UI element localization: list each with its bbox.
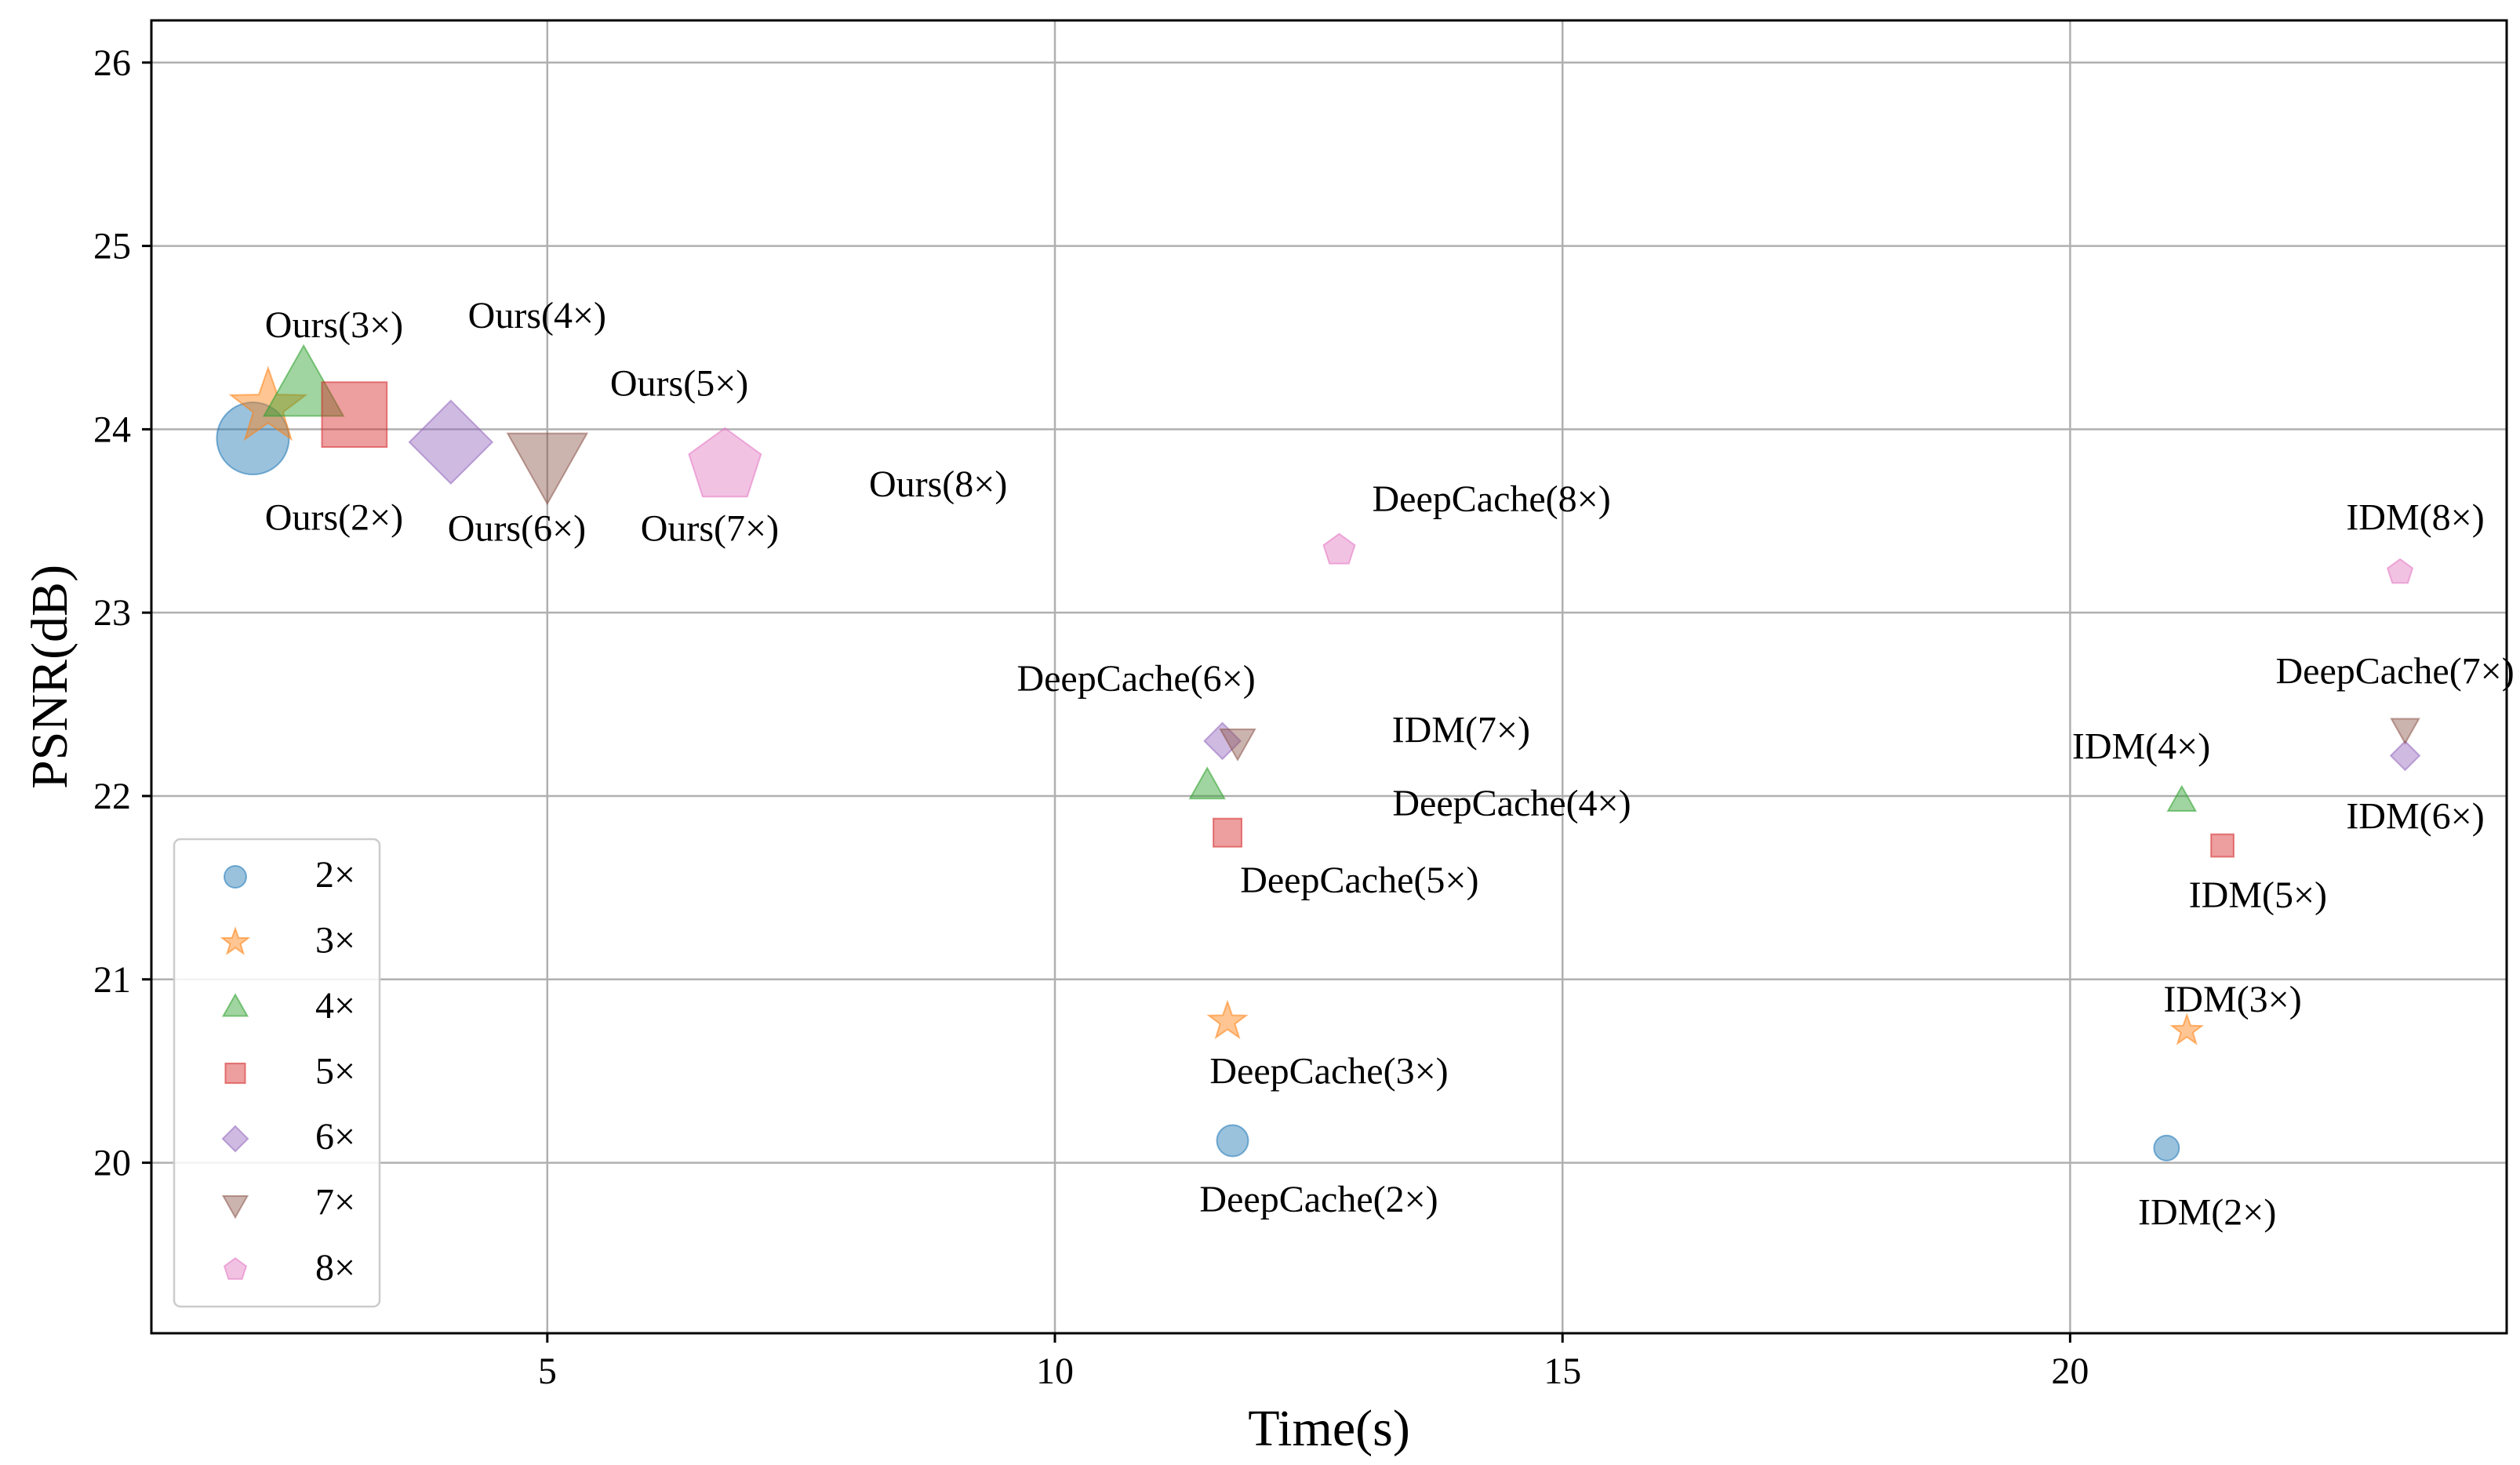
legend-label-5x: 5×	[315, 1051, 355, 1092]
marker-idm-7x	[2390, 718, 2420, 745]
annotation-deepcache-5x: DeepCache(5×)	[1240, 860, 1478, 901]
x-tick-label: 5	[538, 1350, 557, 1392]
marker-idm-3x	[2169, 1012, 2205, 1045]
annotation-ours-5x: Ours(5×)	[610, 363, 748, 405]
annotation-ours-3x: Ours(3×)	[265, 304, 403, 346]
marker-deepcache-7x	[1219, 728, 1256, 762]
annotation-deepcache-7x: DeepCache(7×)	[2275, 651, 2514, 693]
annotation-ours-8x: Ours(8×)	[869, 463, 1007, 505]
marker-deepcache-3x	[1206, 999, 1249, 1040]
marker-deepcache-2x	[1216, 1124, 1249, 1158]
legend: 2× 3× 4× 5× 6× 7× 8×	[173, 838, 381, 1308]
legend-label-2x: 2×	[315, 854, 355, 896]
marker-idm-4x	[2166, 784, 2198, 812]
annotation-idm-4x: IDM(4×)	[2072, 726, 2210, 768]
legend-label-3x: 3×	[315, 920, 355, 962]
annotation-ours-7x: Ours(7×)	[641, 507, 779, 549]
annotation-idm-8x: IDM(8×)	[2346, 496, 2484, 538]
marker-ours-2x	[216, 402, 290, 476]
marker-idm-6x	[2389, 740, 2421, 772]
plot-frame	[150, 19, 2508, 1335]
marker-ours-3x	[228, 365, 308, 442]
annotation-deepcache-4x: DeepCache(4×)	[1392, 783, 1631, 824]
y-tick-label: 20	[93, 1143, 131, 1184]
annotation-ours-2x: Ours(2×)	[265, 496, 403, 538]
y-tick-label: 21	[93, 959, 131, 1001]
marker-ours-6x	[408, 399, 494, 485]
y-tick-label: 22	[93, 776, 131, 817]
legend-label-8x: 8×	[315, 1247, 355, 1289]
annotation-idm-2x: IDM(2×)	[2138, 1191, 2276, 1233]
legend-marker-5x	[224, 1062, 246, 1085]
legend-label-4x: 4×	[315, 985, 355, 1027]
annotation-idm-5x: IDM(5×)	[2189, 874, 2327, 916]
legend-marker-2x	[224, 865, 247, 889]
marker-ours-4x	[262, 344, 345, 417]
marker-deepcache-8x	[1322, 533, 1356, 565]
y-tick-label: 23	[93, 592, 131, 634]
annotation-idm-6x: IDM(6×)	[2346, 795, 2484, 837]
y-tick-label: 26	[93, 42, 131, 84]
legend-label-6x: 6×	[315, 1116, 355, 1158]
legend-marker-6x	[221, 1125, 249, 1153]
x-tick-label: 10	[1036, 1350, 1074, 1392]
marker-idm-2x	[2153, 1134, 2180, 1161]
legend-box	[173, 838, 381, 1308]
annotation-deepcache-6x: DeepCache(6×)	[1016, 658, 1255, 700]
legend-marker-7x	[221, 1195, 249, 1220]
annotation-deepcache-2x: DeepCache(2×)	[1199, 1179, 1438, 1220]
y-tick-label: 24	[93, 409, 131, 450]
marker-deepcache-4x	[1188, 766, 1226, 800]
legend-marker-4x	[221, 993, 249, 1017]
x-axis-label: Time(s)	[1248, 1400, 1410, 1457]
point-annotations: Ours(2×) Ours(3×) Ours(4×)Ours(5×) Ours(6×)…	[265, 295, 2515, 1233]
marker-idm-8x	[2386, 558, 2414, 584]
marker-ours-5x	[321, 381, 388, 449]
marker-ours-7x	[506, 432, 589, 506]
marker-idm-5x	[2210, 833, 2235, 858]
x-tick-label: 15	[1544, 1350, 1581, 1392]
annotation-idm-3x: IDM(3×)	[2163, 979, 2301, 1020]
y-tick-label: 25	[93, 226, 131, 267]
marker-ours-8x	[688, 427, 762, 498]
annotation-idm-7x: IDM(7×)	[1392, 709, 1530, 751]
y-axis-label: PSNR(dB)	[21, 565, 78, 789]
legend-marker-8x	[223, 1257, 248, 1280]
annotation-deepcache-8x: DeepCache(8×)	[1372, 478, 1610, 520]
marker-deepcache-5x	[1213, 817, 1243, 848]
data-markers	[216, 344, 2421, 1161]
legend-label-7x: 7×	[315, 1182, 355, 1223]
x-tick-label: 20	[2051, 1350, 2089, 1392]
tick-labels: 5 10 15 20 20 21 22 23 24 25 26	[93, 42, 2089, 1392]
annotation-deepcache-3x: DeepCache(3×)	[1209, 1050, 1448, 1092]
annotation-ours-4x: Ours(4×)	[468, 295, 606, 336]
grid	[151, 20, 2507, 1333]
legend-marker-3x	[220, 925, 251, 956]
annotation-ours-6x: Ours(6×)	[448, 507, 586, 549]
